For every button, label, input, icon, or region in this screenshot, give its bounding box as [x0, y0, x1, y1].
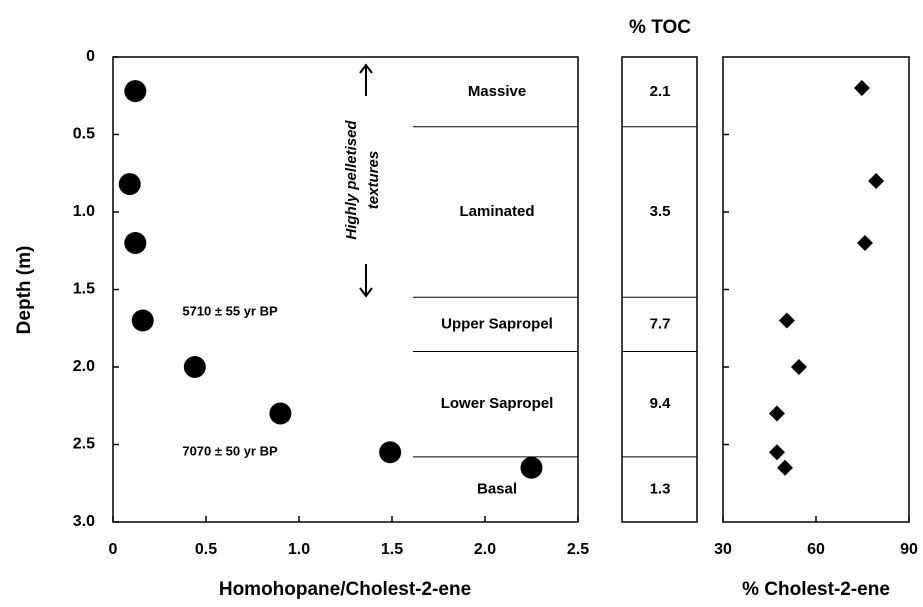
arrows [359, 63, 373, 298]
marker [856, 235, 873, 251]
annotation: Highly pelletised [343, 120, 360, 240]
y-tick-label: 2.5 [73, 436, 95, 453]
y-tick-label: 2.0 [73, 358, 95, 375]
y-tick-label: 1.0 [73, 203, 95, 220]
arrow-head [359, 287, 373, 298]
marker [853, 80, 870, 96]
toc-value: 7.7 [650, 315, 671, 332]
x-tick-label: 1.0 [288, 541, 310, 558]
x-tick-label: 2.5 [567, 541, 589, 558]
x-tick-label: 90 [900, 541, 918, 558]
layer-name: Lower Sapropel [441, 395, 554, 412]
toc-frame [621, 56, 698, 523]
marker [124, 232, 147, 254]
marker [768, 405, 785, 422]
arrow-head [359, 63, 373, 74]
annotation: textures [365, 151, 382, 209]
marker [183, 356, 206, 378]
marker [777, 459, 793, 476]
y-tick-label: 0 [86, 48, 95, 65]
toc-value: 9.4 [650, 395, 672, 412]
panel-frame [722, 56, 910, 523]
marker [868, 173, 885, 189]
x-axis-title: Homohopane/Cholest-2-ene [219, 579, 471, 600]
x-tick-label: 60 [807, 541, 825, 558]
x-tick-label: 30 [714, 541, 732, 558]
annotation: 7070 ± 50 yr BP [182, 443, 278, 458]
y-tick-label: 1.5 [73, 281, 95, 298]
marker [768, 444, 785, 461]
marker [520, 456, 543, 479]
x-tick-label: 0 [109, 541, 118, 558]
layer-name: Massive [468, 83, 526, 100]
marker [118, 173, 141, 196]
marker [269, 402, 292, 425]
layer-name: Basal [477, 480, 517, 497]
marker [131, 309, 154, 332]
toc-value: 2.1 [650, 83, 671, 100]
x-tick-label: 2.0 [474, 541, 496, 558]
toc-value: 1.3 [650, 480, 671, 497]
x-tick-label: 0.5 [195, 541, 217, 558]
x-axis-title: % Cholest-2-ene [742, 579, 890, 600]
layer-name: Upper Sapropel [441, 315, 553, 332]
marker [379, 441, 402, 464]
toc-value: 3.5 [650, 203, 671, 220]
marker [790, 359, 807, 375]
y-tick-label: 3.0 [73, 513, 95, 530]
y-tick-label: 0.5 [73, 126, 95, 143]
marker [778, 312, 795, 329]
layer-name: Laminated [459, 203, 534, 220]
y-axis-title: Depth (m) [14, 246, 35, 335]
annotation: 5710 ± 55 yr BP [182, 303, 278, 318]
toc-title: % TOC [629, 17, 691, 38]
marker [124, 80, 147, 103]
x-tick-label: 1.5 [381, 541, 403, 558]
